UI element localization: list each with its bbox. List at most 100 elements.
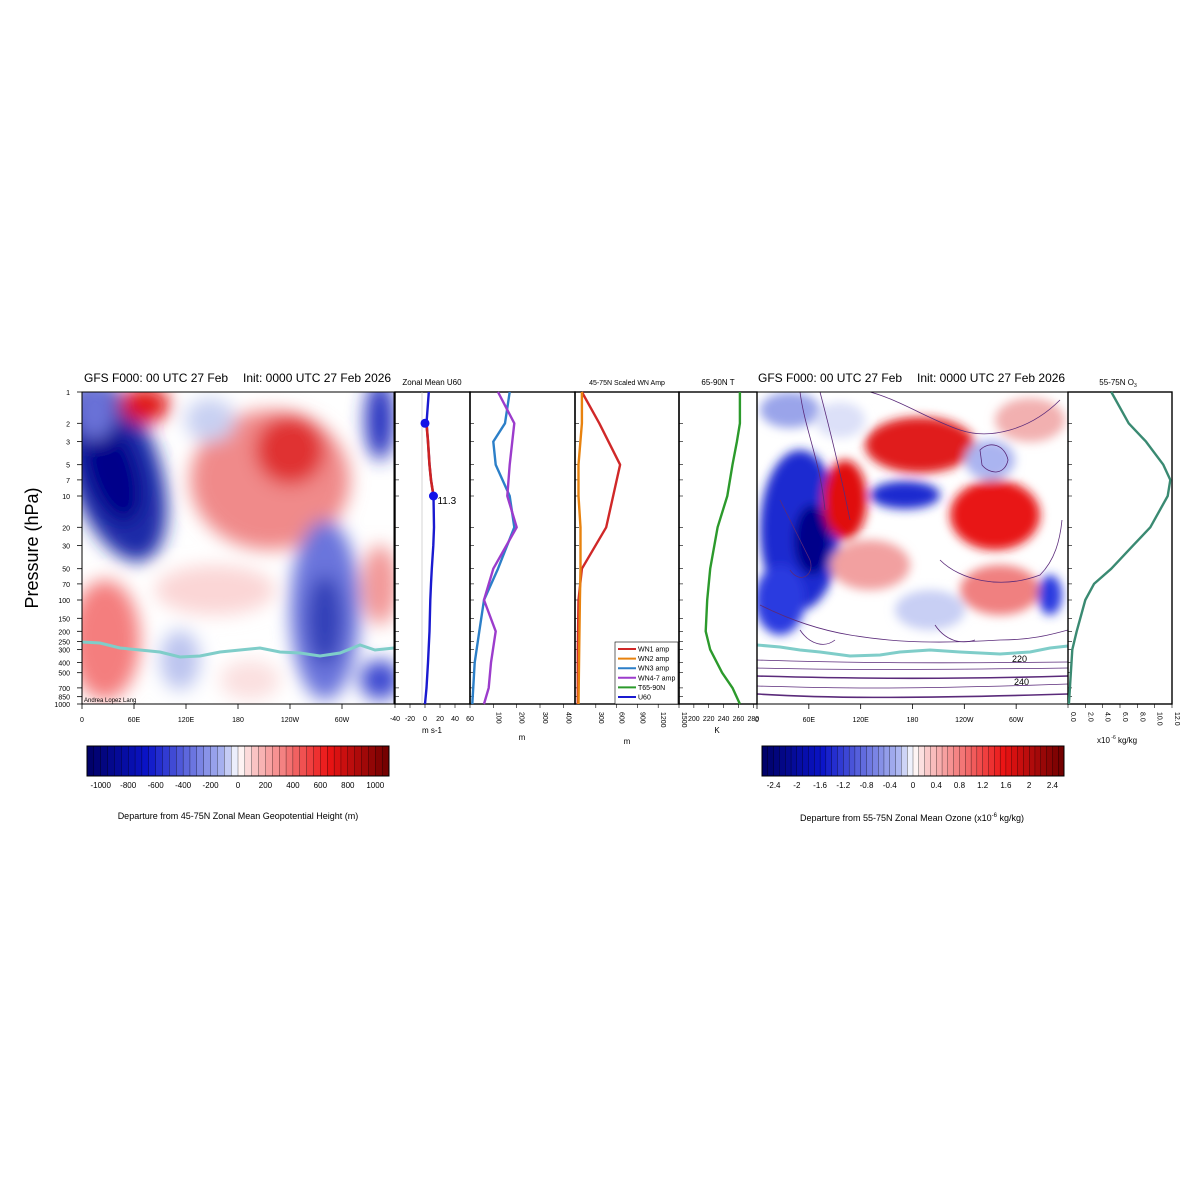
right-title-init: Init: 0000 UTC 27 Feb 2026 (917, 371, 1065, 385)
t65-line (704, 392, 742, 705)
right-colorbar-label: Departure from 55-75N Zonal Mean Ozone (… (800, 813, 1024, 823)
ozone-departure-heatmap: 220 240 (756, 391, 1069, 705)
x-tick-label: 120E (178, 717, 195, 724)
colorbar-cell (831, 745, 838, 777)
colorbar-frame (86, 745, 390, 777)
colorbar-cell (878, 745, 885, 777)
colorbar-cell (203, 745, 211, 777)
colorbar-cell (1040, 745, 1048, 777)
t65-xlabel: K (714, 726, 720, 735)
colorbar-cell (901, 745, 908, 777)
t65-tick-label: 200 (688, 716, 700, 723)
t65-title: 65-90N T (701, 378, 734, 387)
colorbar-cell (141, 745, 150, 777)
profile-panels: 11.3 -40 -20 0 20 40 60 Zonal Mean U60 m s-1 100 2… (390, 378, 1180, 746)
left-pressure-axis: 1 2 3 5 7 10 20 30 50 70 100 150 200 250 300 400 500 700 8… (54, 390, 82, 709)
colorbar-tick-label: -400 (175, 781, 192, 790)
colorbar-cell (889, 745, 897, 777)
colorbar-cell (182, 745, 191, 777)
wn-title: 45-75N Scaled WN Amp (589, 380, 665, 387)
colorbar-cell (785, 745, 792, 777)
colorbar-cell (970, 745, 978, 777)
colorbar-cell (327, 745, 335, 777)
colorbar-cell (244, 745, 253, 777)
colorbar-cell (155, 745, 163, 777)
legend-entry-label: WN2 amp (638, 656, 669, 663)
colorbar-tick-label: 800 (341, 781, 355, 790)
colorbar-tick-label: -1.2 (836, 781, 850, 790)
colorbar-cell (848, 745, 856, 777)
colorbar-cell (361, 745, 369, 777)
colorbar-cell (258, 745, 266, 777)
credit-label: Andrea Lopez Lang (84, 698, 136, 704)
legend-box (614, 641, 679, 705)
colorbar-cell (1005, 745, 1013, 777)
ozone-tick-label: 2.0 (1086, 712, 1093, 722)
wn-right-tick-label: 300 (597, 712, 604, 724)
colorbar-cell (285, 745, 294, 777)
wn-left-xlabel: m (519, 733, 526, 742)
colorbar-cell (368, 745, 376, 777)
colorbar-cell (121, 745, 129, 777)
colorbar-cell (796, 745, 804, 777)
colorbar-tick-label: -0.8 (860, 781, 874, 790)
colorbar-cell (907, 745, 914, 777)
colorbar-cell (999, 745, 1007, 777)
colorbar-cell (1034, 745, 1042, 777)
colorbar-cell (866, 745, 873, 777)
legend-entry-label: WN4-7 amp (638, 675, 675, 682)
colorbar-cell (299, 745, 308, 777)
legend-entry-label: WN3 amp (638, 666, 669, 673)
colorbar-cell (924, 745, 931, 777)
colorbar-cell (224, 745, 232, 777)
colorbar-cell (1017, 745, 1024, 777)
y-tick-label: 1000 (54, 702, 70, 709)
colorbar-frame (761, 745, 1065, 777)
colorbar-cell (814, 745, 821, 777)
u60-annotation: 11.3 (437, 496, 456, 507)
colorbar-cell (779, 745, 786, 777)
colorbar-cell (230, 745, 239, 777)
colorbar-cell (128, 745, 136, 777)
colorbar-cell (918, 745, 926, 777)
colorbar-cell (761, 745, 769, 777)
y-tick-label: 150 (58, 616, 70, 623)
axis-ticks: 0 60E 120E 180 120W 60W 0 60E 120E 180 120W 60W (80, 704, 1024, 724)
colorbar-cell (976, 745, 984, 777)
colorbar-cell (854, 745, 862, 777)
colorbar-cell (872, 745, 879, 777)
colorbar-cell (169, 745, 177, 777)
colorbar-tick-label: -800 (120, 781, 137, 790)
x-tick-label: 120W (281, 717, 300, 724)
x-tick-label: 60E (128, 717, 141, 724)
colorbar-tick-label: 400 (286, 781, 300, 790)
contour-label-220: 220 (1012, 654, 1027, 664)
wn-series-line (576, 391, 622, 704)
colorbar-cell (340, 745, 349, 777)
colorbar-tick-label: -1000 (90, 781, 111, 790)
colorbar-tick-label: 0 (911, 781, 916, 790)
y-tick-label: 10 (62, 494, 70, 501)
y-tick-label: 7 (66, 478, 70, 485)
colorbar-cell (148, 745, 157, 777)
wn-series-line (471, 391, 516, 705)
colorbar-cell (100, 745, 109, 777)
u60-title: Zonal Mean U60 (402, 378, 462, 387)
x-tick-label: 180 (232, 717, 244, 724)
colorbar-cell (994, 745, 1001, 777)
colorbar-cell (1023, 745, 1030, 777)
colorbar-tick-label: 1000 (366, 781, 384, 790)
left-title-forecast: GFS F000: 00 UTC 27 Feb (84, 371, 228, 385)
wn-series-line (482, 391, 518, 705)
colorbar-tick-label: -2.4 (767, 781, 781, 790)
colorbar-cell (965, 745, 972, 777)
colorbar-cell (217, 745, 225, 777)
x-tick-label: 0 (755, 717, 759, 724)
u60-tick-label: -20 (405, 716, 415, 723)
colorbar-cell (941, 745, 949, 777)
x-tick-label: 0 (80, 717, 84, 724)
colorbar-cell (86, 745, 95, 777)
colorbar-cell (279, 745, 287, 777)
colorbar-cell (947, 745, 955, 777)
colorbar-cell (196, 745, 205, 777)
